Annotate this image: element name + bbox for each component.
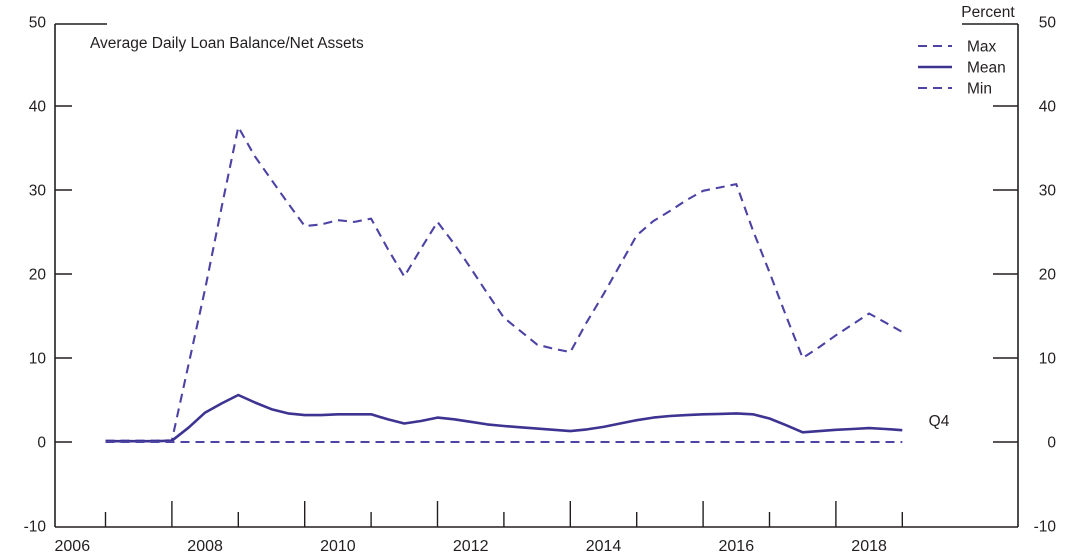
x-tick-label-2014: 2014 xyxy=(586,538,622,555)
x-tick-label-2016: 2016 xyxy=(719,538,755,555)
y-tick-label-right-20: 20 xyxy=(1039,267,1057,284)
y-tick-label-left-10: 10 xyxy=(29,351,47,368)
legend-label-mean: Mean xyxy=(967,60,1006,77)
y-tick-label-right-10: 10 xyxy=(1039,351,1057,368)
series-line-mean xyxy=(105,393,903,443)
y-tick-label-left-40: 40 xyxy=(29,99,47,116)
y-tick-label-right--10: -10 xyxy=(1034,519,1057,536)
y-tick-label-left-30: 30 xyxy=(29,183,47,200)
y-tick-label-left--10: -10 xyxy=(24,519,47,536)
series-line-max xyxy=(105,125,903,442)
chart-generated-layer: -10 -10 0 0 10 10 20 20 30 30 40 40 50 50 2006 2008 2010… xyxy=(24,15,1057,556)
x-tick-label-2006: 2006 xyxy=(55,538,91,555)
legend-label-min: Min xyxy=(967,81,992,98)
end-annotation: Q4 xyxy=(929,413,950,430)
x-tick-label-2008: 2008 xyxy=(187,538,223,555)
y-tick-label-left-20: 20 xyxy=(29,267,47,284)
y-tick-label-right-40: 40 xyxy=(1039,99,1057,116)
right-axis-title: Percent xyxy=(961,4,1015,21)
x-tick-label-2012: 2012 xyxy=(453,538,489,555)
legend-label-max: Max xyxy=(967,39,997,56)
y-tick-label-right-50: 50 xyxy=(1039,15,1057,32)
y-tick-label-left-50: 50 xyxy=(29,15,47,32)
x-tick-label-2018: 2018 xyxy=(851,538,887,555)
y-tick-label-right-0: 0 xyxy=(1047,435,1056,452)
y-tick-label-right-30: 30 xyxy=(1039,183,1057,200)
chart-title: Average Daily Loan Balance/Net Assets xyxy=(90,35,364,52)
chart-overlay-layer: Average Daily Loan Balance/Net Assets Pe… xyxy=(90,4,1015,430)
x-tick-label-2010: 2010 xyxy=(320,538,356,555)
y-tick-label-left-0: 0 xyxy=(37,435,46,452)
